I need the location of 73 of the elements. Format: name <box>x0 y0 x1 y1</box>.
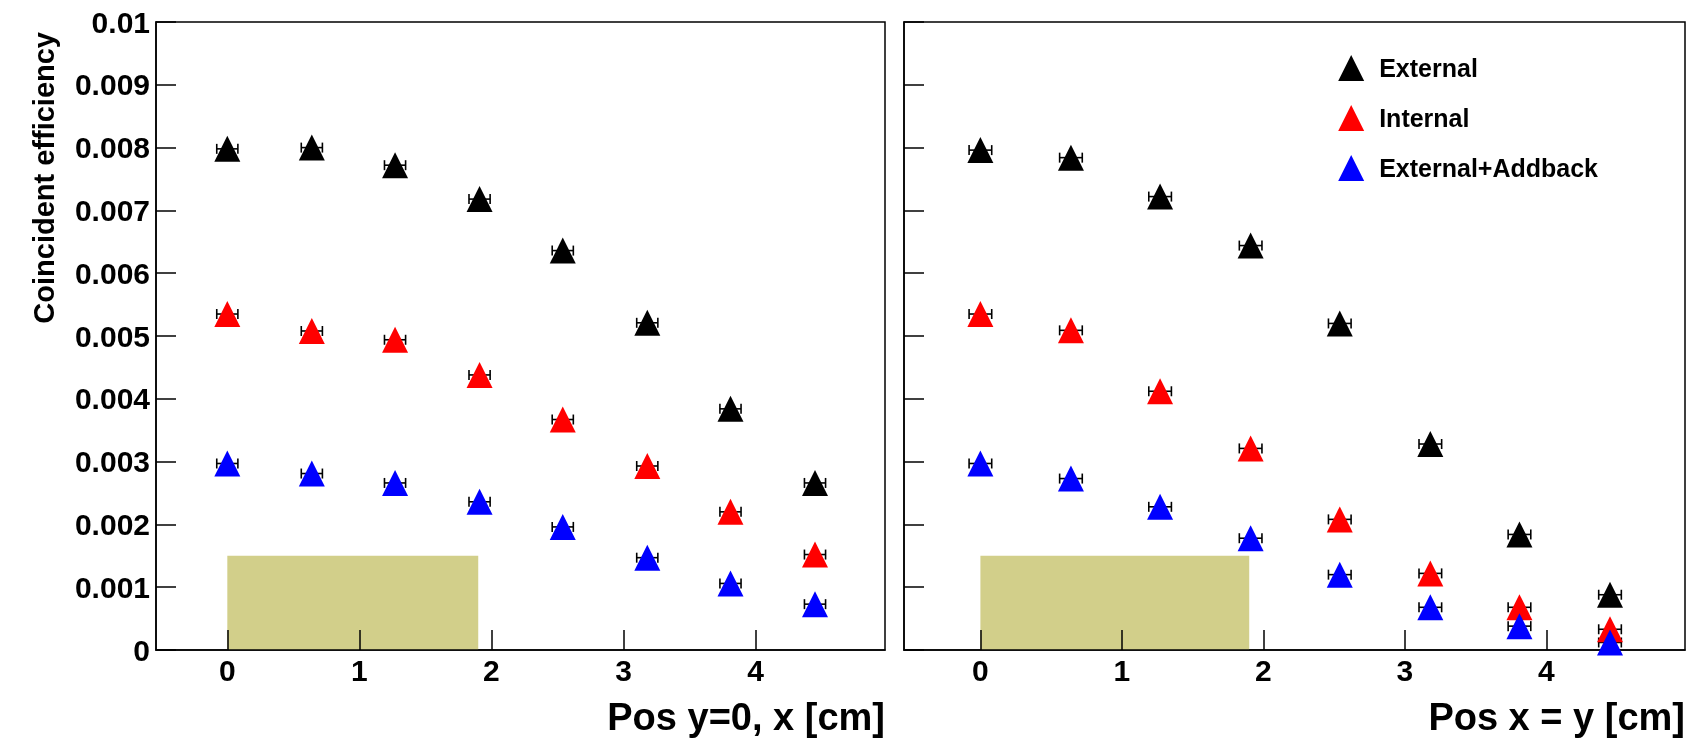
point <box>1237 435 1264 462</box>
x-tick-label: 4 <box>747 653 765 687</box>
point <box>802 469 829 496</box>
point <box>549 406 576 433</box>
y-tick-label: 0.004 <box>74 382 151 416</box>
y-tick-label: 0.008 <box>74 131 150 165</box>
point <box>382 326 409 353</box>
point <box>1147 378 1174 405</box>
point <box>298 460 325 487</box>
y-tick-label: 0.005 <box>74 319 150 353</box>
point <box>549 237 576 264</box>
point <box>1417 594 1444 621</box>
point <box>967 450 994 477</box>
point <box>967 301 994 328</box>
y-tick-label: 0.009 <box>74 68 150 102</box>
point <box>1057 317 1084 344</box>
point <box>1057 465 1084 492</box>
point <box>382 152 409 179</box>
legend-label: External <box>1379 54 1478 82</box>
point <box>214 301 241 328</box>
point <box>717 570 744 597</box>
point <box>634 309 661 336</box>
y-tick-label: 0.002 <box>74 507 150 541</box>
point <box>298 134 325 161</box>
legend-label: External+Addback <box>1379 154 1599 182</box>
point <box>802 541 829 568</box>
x-tick-label: 2 <box>1255 653 1272 687</box>
legend-label: Internal <box>1379 104 1470 132</box>
point <box>1237 232 1264 259</box>
point <box>1147 493 1174 520</box>
point <box>717 498 744 525</box>
point <box>382 469 409 496</box>
point <box>214 135 241 162</box>
x-tick-label: 1 <box>1113 653 1131 687</box>
point <box>717 395 744 422</box>
point <box>1326 506 1353 533</box>
point <box>1506 613 1533 640</box>
x-tick-label: 2 <box>483 653 500 687</box>
x-tick-label: 0 <box>972 653 989 687</box>
y-axis-title: Coincident efficiency <box>28 32 60 324</box>
point <box>466 186 493 213</box>
point <box>634 453 661 479</box>
point <box>466 488 493 515</box>
y-tick-label: 0.003 <box>74 445 150 479</box>
x-tick-label: 1 <box>351 653 368 687</box>
y-tick-label: 0.01 <box>91 5 150 39</box>
point <box>298 317 325 344</box>
point <box>549 513 576 540</box>
point <box>1417 560 1444 587</box>
y-tick-label: 0.006 <box>74 256 150 290</box>
point <box>1506 594 1533 621</box>
point <box>1057 144 1084 171</box>
y-tick-label: 0.007 <box>74 193 150 227</box>
point <box>1597 629 1624 656</box>
x-tick-label: 0 <box>218 653 236 687</box>
point <box>1597 581 1624 608</box>
point <box>1147 183 1174 210</box>
point <box>466 361 493 388</box>
x-axis-title: Pos y=0, x [cm] <box>607 696 885 738</box>
point <box>634 544 661 571</box>
point <box>1417 431 1444 458</box>
point <box>1237 525 1264 552</box>
y-tick-label: 0.001 <box>74 570 150 604</box>
x-tick-label: 3 <box>615 653 632 687</box>
x-tick-label: 4 <box>1538 653 1555 687</box>
point <box>802 591 829 618</box>
x-tick-label: 3 <box>1396 653 1414 687</box>
point <box>1326 310 1353 337</box>
x-axis-title: Pos x = y [cm] <box>1428 696 1685 738</box>
point <box>1326 561 1353 588</box>
point <box>1506 521 1533 548</box>
point <box>214 450 241 477</box>
point <box>967 137 994 164</box>
